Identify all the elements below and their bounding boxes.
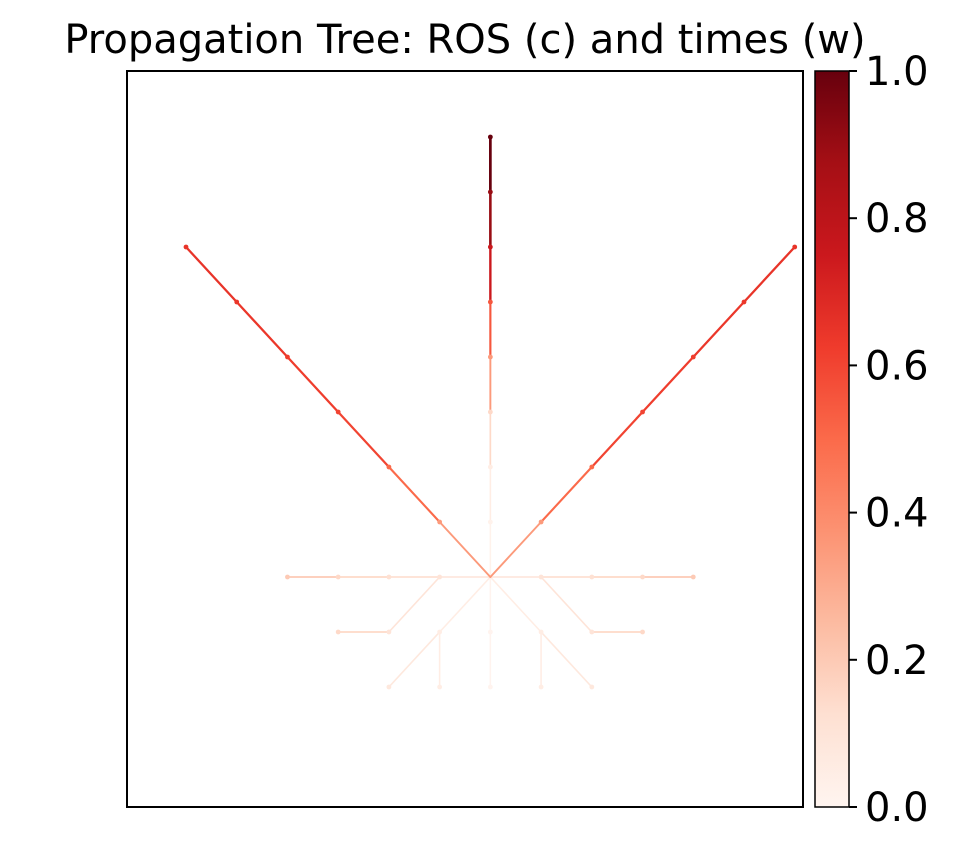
propagation-edge-34 — [489, 521, 543, 578]
propagation-edge-5 — [540, 631, 593, 688]
propagation-node-29 — [386, 464, 392, 470]
propagation-node-3 — [386, 684, 392, 690]
propagation-node-22 — [487, 409, 493, 415]
propagation-node-19 — [640, 629, 645, 635]
colorbar-tick-label-2: 0.4 — [865, 491, 929, 537]
colorbar-ticks: 0.0 0.2 0.4 0.6 0.8 1.0 — [849, 49, 929, 831]
propagation-node-0 — [487, 629, 493, 635]
propagation-node-12 — [538, 574, 544, 580]
propagation-node-23 — [487, 354, 493, 360]
propagation-node-32 — [234, 299, 240, 305]
propagation-node-28 — [437, 519, 443, 525]
propagation-node-18 — [589, 629, 595, 635]
propagation-edge-3 — [388, 631, 441, 688]
propagation-node-35 — [589, 464, 595, 470]
propagation-edge-33 — [184, 245, 238, 304]
propagation-node-33 — [183, 244, 189, 250]
propagation-node-7 — [538, 684, 544, 690]
propagation-node-11 — [285, 574, 290, 580]
colorbar-tick-label-5: 1.0 — [865, 49, 929, 95]
propagation-node-4 — [538, 629, 544, 635]
chart-title: Propagation Tree: ROS (c) and times (w) — [64, 17, 865, 63]
propagation-node-30 — [335, 409, 341, 415]
propagation-node-20 — [487, 519, 493, 525]
propagation-edge-36 — [590, 410, 644, 469]
propagation-edges — [184, 135, 796, 688]
propagation-node-14 — [640, 574, 645, 580]
propagation-node-39 — [792, 244, 798, 250]
propagation-nodes — [183, 134, 798, 690]
propagation-edge-18 — [540, 576, 593, 633]
propagation-node-16 — [386, 629, 392, 635]
propagation-node-8 — [437, 574, 443, 580]
propagation-node-31 — [285, 354, 290, 360]
propagation-edge-31 — [286, 355, 340, 414]
propagation-node-15 — [690, 574, 696, 580]
propagation-edge-30 — [337, 410, 391, 469]
propagation-edge-4 — [489, 576, 542, 633]
colorbar — [814, 70, 850, 808]
propagation-node-37 — [690, 354, 696, 360]
propagation-node-25 — [487, 244, 493, 250]
propagation-node-21 — [487, 464, 493, 470]
propagation-edge-16 — [388, 576, 441, 633]
propagation-node-38 — [741, 299, 747, 305]
propagation-node-5 — [589, 684, 595, 690]
colorbar-tick-label-3: 0.6 — [865, 343, 929, 389]
propagation-node-2 — [437, 629, 443, 635]
propagation-edge-2 — [438, 576, 492, 633]
propagation-node-34 — [538, 519, 544, 525]
propagation-edge-29 — [387, 465, 441, 524]
propagation-node-27 — [487, 134, 493, 140]
propagation-node-9 — [386, 574, 392, 580]
propagation-node-1 — [487, 684, 493, 690]
plot-frame — [126, 70, 804, 808]
propagation-node-6 — [437, 684, 443, 690]
propagation-node-24 — [487, 299, 493, 305]
propagation-edge-37 — [641, 355, 695, 414]
propagation-edge-38 — [692, 300, 746, 359]
propagation-edge-35 — [540, 465, 593, 524]
colorbar-tick-label-1: 0.2 — [865, 638, 929, 684]
colorbar-tick-label-0: 0.0 — [865, 785, 929, 831]
propagation-node-13 — [589, 574, 595, 580]
propagation-node-26 — [487, 189, 493, 195]
propagation-node-17 — [335, 629, 341, 635]
propagation-edge-32 — [235, 300, 289, 359]
propagation-edge-28 — [438, 521, 492, 578]
colorbar-tick-label-4: 0.8 — [865, 196, 929, 242]
propagation-node-10 — [335, 574, 341, 580]
propagation-node-36 — [640, 409, 645, 415]
propagation-edge-39 — [742, 245, 796, 304]
